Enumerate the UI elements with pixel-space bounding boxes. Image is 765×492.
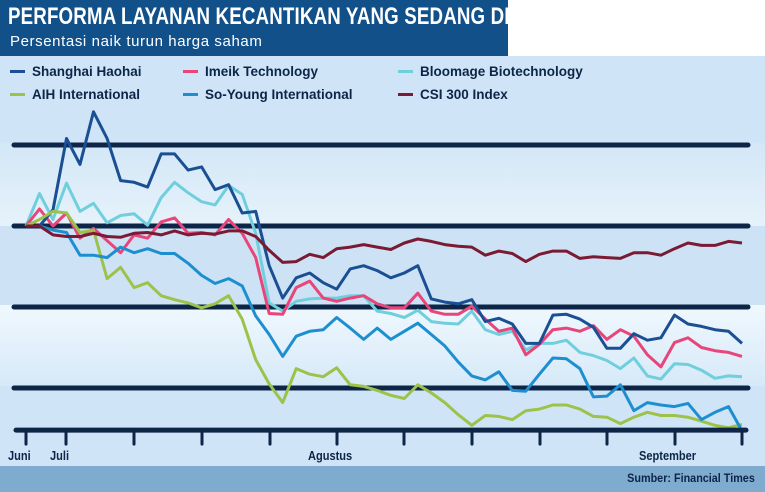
series-line-csi-300-index xyxy=(26,224,743,264)
legend-label: Shanghai Haohai xyxy=(32,64,142,79)
title-bar: PERFORMA LAYANAN KECANTIKAN YANG SEDANG … xyxy=(0,0,545,56)
band xyxy=(0,143,765,226)
legend-item-imeik-technology: Imeik Technology xyxy=(183,64,318,79)
legend-item-aih-international: AIH International xyxy=(10,87,140,102)
footer: Sumber: Financial Times xyxy=(0,466,765,492)
legend-swatch xyxy=(398,93,413,96)
series-line-bloomage-biotechnology xyxy=(24,180,743,381)
legend-item-shanghai-haohai: Shanghai Haohai xyxy=(10,64,142,79)
chart-subtitle: Persentasi naik turun harga saham xyxy=(10,33,263,50)
legend: Shanghai Haohai Imeik Technology Bloomag… xyxy=(0,56,765,110)
legend-label: CSI 300 Index xyxy=(420,87,508,102)
legend-item-bloomage-biotechnology: Bloomage Biotechnology xyxy=(398,64,583,79)
series-line-so-young-international xyxy=(26,224,744,432)
legend-label: AIH International xyxy=(32,87,141,102)
series-line-shanghai-haohai xyxy=(26,110,744,350)
x-label-september: September xyxy=(639,448,697,463)
legend-label: Imeik Technology xyxy=(205,64,319,79)
series-line-aih-international xyxy=(25,209,743,430)
legend-swatch xyxy=(10,70,25,73)
legend-label: Bloomage Biotechnology xyxy=(420,64,583,79)
band xyxy=(0,226,765,305)
legend-item-so-young-international: So-Young International xyxy=(183,87,353,102)
source-note: Sumber: Financial Times xyxy=(627,471,755,485)
legend-swatch xyxy=(398,70,413,73)
x-label-juni: Juni xyxy=(8,448,31,463)
chart-title: PERFORMA LAYANAN KECANTIKAN YANG SEDANG … xyxy=(8,3,546,30)
legend-swatch xyxy=(183,93,198,96)
x-label-juli: Juli xyxy=(50,448,70,463)
legend-swatch xyxy=(10,93,25,96)
legend-item-csi-300-index: CSI 300 Index xyxy=(398,87,508,102)
legend-swatch xyxy=(183,70,198,73)
legend-label: So-Young International xyxy=(205,87,353,102)
series-line-imeik-technology xyxy=(24,207,743,369)
band xyxy=(0,305,765,386)
x-label-agustus: Agustus xyxy=(308,448,353,463)
